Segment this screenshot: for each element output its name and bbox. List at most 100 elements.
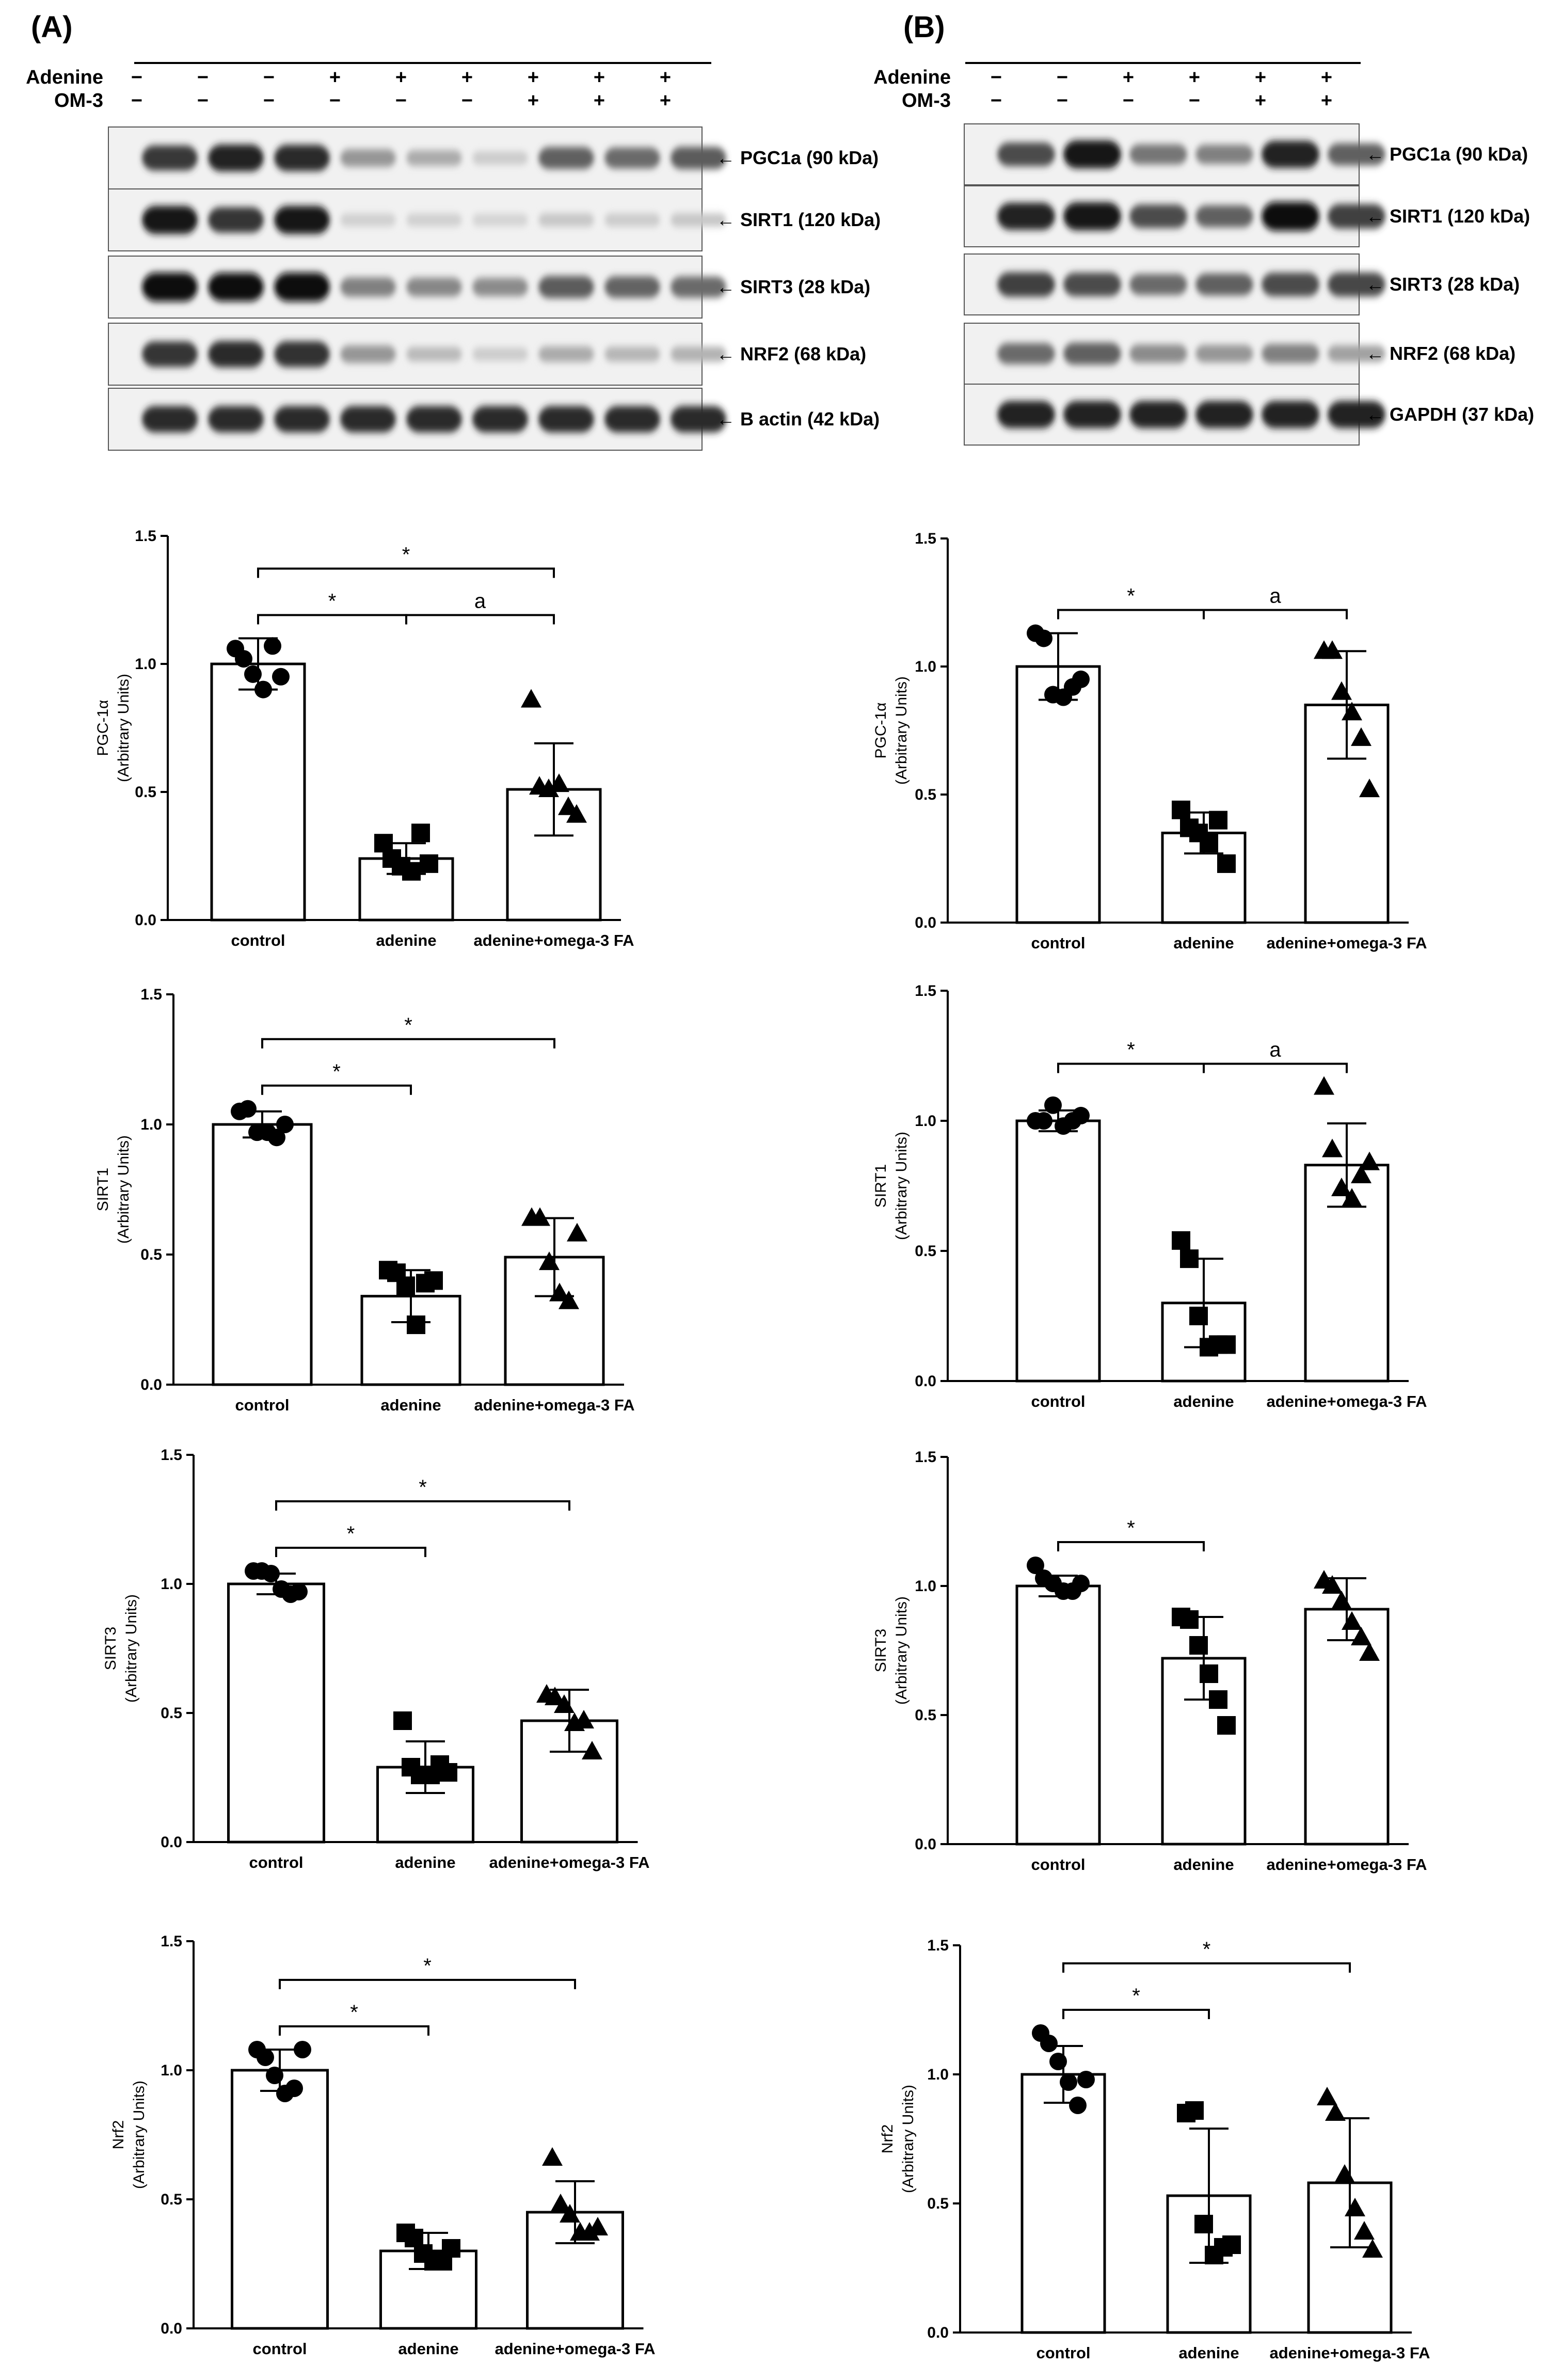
data-point-circle <box>264 637 281 655</box>
blot-band <box>406 277 462 297</box>
y-label-line: (Arbitrary Units) <box>893 676 910 785</box>
y-tick-label: 0.5 <box>927 2195 949 2212</box>
data-point-triangle <box>1362 2239 1383 2258</box>
significance-label: * <box>328 590 337 612</box>
category-label: adenine+omega-3 FA <box>1267 934 1427 952</box>
data-point-square <box>1209 811 1227 830</box>
bar-chart-5: 0.0 0.5 1.0 1.5 SIRT3 (Arbitrary Units) contro… <box>102 1447 649 1871</box>
bar <box>227 1582 325 1844</box>
significance-label: a <box>1269 585 1281 608</box>
data-point-triangle <box>1351 1164 1371 1183</box>
blot-band <box>274 273 330 302</box>
significance-label: * <box>332 1060 341 1083</box>
blot-label: ← SIRT3 (28 kDa) <box>1366 274 1520 295</box>
data-point-circle <box>294 2041 311 2058</box>
blot-band <box>1063 273 1121 296</box>
blot-band <box>142 406 198 433</box>
data-point-square <box>1209 1690 1227 1709</box>
y-tick-label: 1.5 <box>161 1447 182 1464</box>
bar <box>231 2069 329 2330</box>
data-point-square <box>1172 800 1190 819</box>
data-point-triangle <box>582 1741 602 1759</box>
blot-band <box>1129 344 1187 363</box>
data-point-triangle <box>542 2147 563 2166</box>
y-label-line: Nrf2 <box>110 2120 127 2150</box>
data-point-circle <box>266 2067 283 2084</box>
data-point-triangle <box>566 804 587 823</box>
significance-bracket <box>257 614 407 625</box>
y-tick-label: 0.5 <box>161 1705 182 1722</box>
category-label: control <box>235 1396 289 1414</box>
blot-strip: ← NRF2 (68 kDa) <box>108 323 866 386</box>
significance-label: * <box>1127 1038 1135 1061</box>
treatment-sign: − <box>991 67 1002 88</box>
category-label: control <box>1031 1392 1085 1410</box>
category-label: adenine <box>398 2340 458 2358</box>
blot-band <box>340 406 396 433</box>
significance-bracket <box>257 567 555 578</box>
treatment-sign: − <box>329 90 341 112</box>
data-point-triangle <box>1342 702 1362 721</box>
treatment-sign: − <box>461 90 473 112</box>
blot-band <box>538 213 594 227</box>
y-label-line: SIRT1 <box>872 1164 889 1208</box>
treatment-sign: − <box>197 90 209 112</box>
data-point-square <box>420 854 438 873</box>
blot-band <box>406 213 462 227</box>
blot-band <box>997 272 1055 297</box>
blot-band <box>997 202 1055 230</box>
treatment-sign: + <box>1189 67 1200 88</box>
blot-strip: ← SIRT1 (120 kDa) <box>964 185 1530 247</box>
y-label-line: (Arbitrary Units) <box>900 2085 917 2193</box>
data-point-circle <box>257 2049 274 2066</box>
significance-label: * <box>419 1476 427 1499</box>
blot-band <box>1195 205 1253 228</box>
data-point-triangle <box>1334 2164 1355 2183</box>
blot-band <box>208 273 264 302</box>
data-point-square <box>1200 834 1218 853</box>
bar <box>1020 2073 1106 2334</box>
y-label-line: (Arbitrary Units) <box>115 674 132 782</box>
significance-bracket <box>1203 1062 1348 1073</box>
y-tick-label: 0.0 <box>915 914 936 931</box>
treatment-sign: − <box>263 67 275 88</box>
treatment-sign: + <box>594 90 605 112</box>
blot-box <box>108 323 703 386</box>
blot-band <box>538 147 594 169</box>
blot-box <box>108 256 703 319</box>
data-point-triangle <box>1351 727 1371 746</box>
y-axis-label: PGC-1α (Arbitrary Units) <box>94 674 132 782</box>
data-point-triangle <box>1325 2102 1346 2121</box>
treatment-sign: + <box>395 67 407 88</box>
category-label: adenine <box>1178 2344 1239 2362</box>
blot-band <box>1063 401 1121 429</box>
y-axis-label: PGC-1α (Arbitrary Units) <box>872 676 910 785</box>
treatment-name: Adenine <box>873 67 951 88</box>
category-label: adenine+omega-3 FA <box>1267 1392 1427 1410</box>
treatment-sign: + <box>660 90 671 112</box>
data-point-square <box>1180 1610 1199 1629</box>
y-tick-label: 1.0 <box>915 658 936 675</box>
data-point-circle <box>1077 2071 1095 2088</box>
data-point-triangle <box>550 2194 571 2212</box>
blot-band <box>1262 401 1319 429</box>
blot-band <box>671 147 726 169</box>
significance-bracket <box>275 1547 426 1557</box>
significance-label: * <box>1127 585 1135 608</box>
data-point-triangle <box>549 773 569 792</box>
y-tick-label: 1.5 <box>915 530 936 547</box>
treatment-sign: + <box>528 90 539 112</box>
data-point-triangle <box>1322 1138 1343 1157</box>
significance-bracket <box>1057 1062 1205 1073</box>
blot-band <box>274 145 330 171</box>
treatment-sign: − <box>991 90 1002 112</box>
y-label-line: (Arbitrary Units) <box>131 2081 148 2189</box>
bar <box>1304 1608 1390 1846</box>
blot-band <box>142 205 198 234</box>
category-label: adenine+omega-3 FA <box>495 2340 656 2358</box>
treatment-sign: + <box>1123 67 1134 88</box>
blot-strip: ← PGC1a (90 kDa) <box>108 126 879 189</box>
y-tick-label: 1.0 <box>140 1116 162 1133</box>
blot-band <box>142 273 198 302</box>
